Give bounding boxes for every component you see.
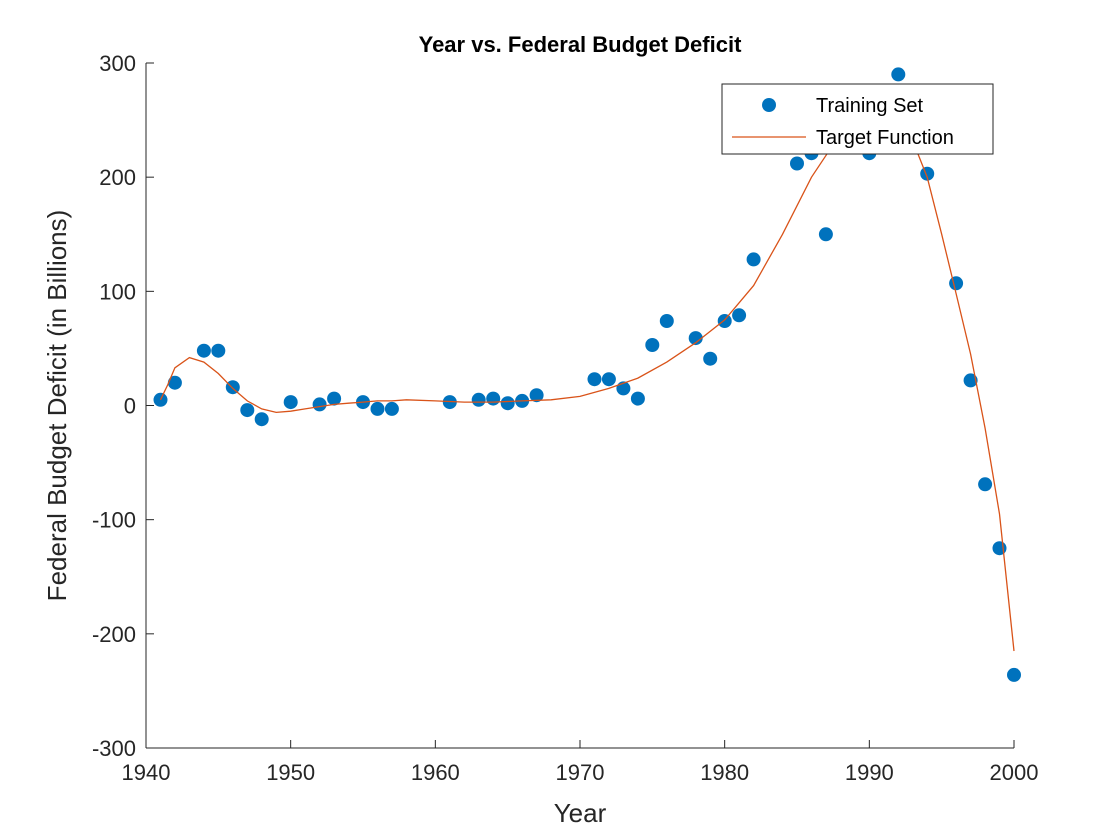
data-point (240, 403, 255, 418)
x-axis-label: Year (554, 798, 607, 828)
data-point (688, 331, 703, 346)
y-tick-label: 200 (99, 165, 136, 190)
legend-entry-label: Target Function (816, 127, 954, 149)
data-point (746, 252, 761, 267)
data-point (283, 395, 298, 410)
data-point (978, 477, 993, 492)
data-point (370, 401, 385, 416)
legend-box (721, 83, 994, 155)
data-point (327, 391, 342, 406)
data-point (384, 401, 399, 416)
data-point (790, 156, 804, 171)
data-point (254, 412, 269, 427)
x-tick-label: 1940 (122, 760, 171, 785)
data-point (949, 276, 964, 291)
y-tick-label: -100 (92, 508, 136, 533)
x-tick-label: 1960 (411, 760, 460, 785)
legend: Training Set Target Function (721, 83, 994, 155)
data-point (717, 314, 732, 328)
data-point (196, 343, 211, 358)
data-point (963, 373, 978, 388)
data-point (529, 388, 544, 403)
x-tick-label: 2000 (990, 760, 1039, 785)
y-tick-label: 100 (99, 279, 136, 304)
data-point (992, 541, 1007, 556)
data-point (601, 372, 616, 387)
data-point (486, 391, 501, 406)
x-tick-label: 1950 (266, 760, 315, 785)
data-point (211, 343, 226, 358)
data-point (703, 351, 718, 366)
x-tick-label: 1970 (556, 760, 605, 785)
data-point (818, 227, 833, 242)
data-point (587, 372, 602, 387)
data-point (630, 391, 645, 406)
y-axis-label: Federal Budget Deficit (in Billions) (42, 210, 72, 602)
data-point (645, 338, 660, 352)
data-point (471, 392, 486, 407)
x-tick-label: 1990 (845, 760, 894, 785)
data-point (167, 375, 182, 390)
data-point (659, 314, 674, 328)
y-tick-label: 300 (99, 51, 136, 76)
data-point (1007, 667, 1021, 682)
axes: 1940 1950 1960 1970 1980 1990 2000-300-200-100… (92, 51, 1039, 785)
data-point (920, 166, 935, 181)
legend-marker-swatch (762, 98, 776, 112)
y-tick-label: 0 (124, 394, 136, 419)
data-point (732, 308, 747, 323)
y-tick-label: -300 (92, 736, 136, 761)
y-tick-label: -200 (92, 622, 136, 647)
data-point (891, 67, 906, 82)
chart-title: Year vs. Federal Budget Deficit (419, 32, 742, 57)
data-point (500, 396, 515, 411)
x-tick-label: 1980 (700, 760, 749, 785)
legend-entry-label: Training Set (816, 95, 924, 117)
data-point (312, 397, 327, 412)
